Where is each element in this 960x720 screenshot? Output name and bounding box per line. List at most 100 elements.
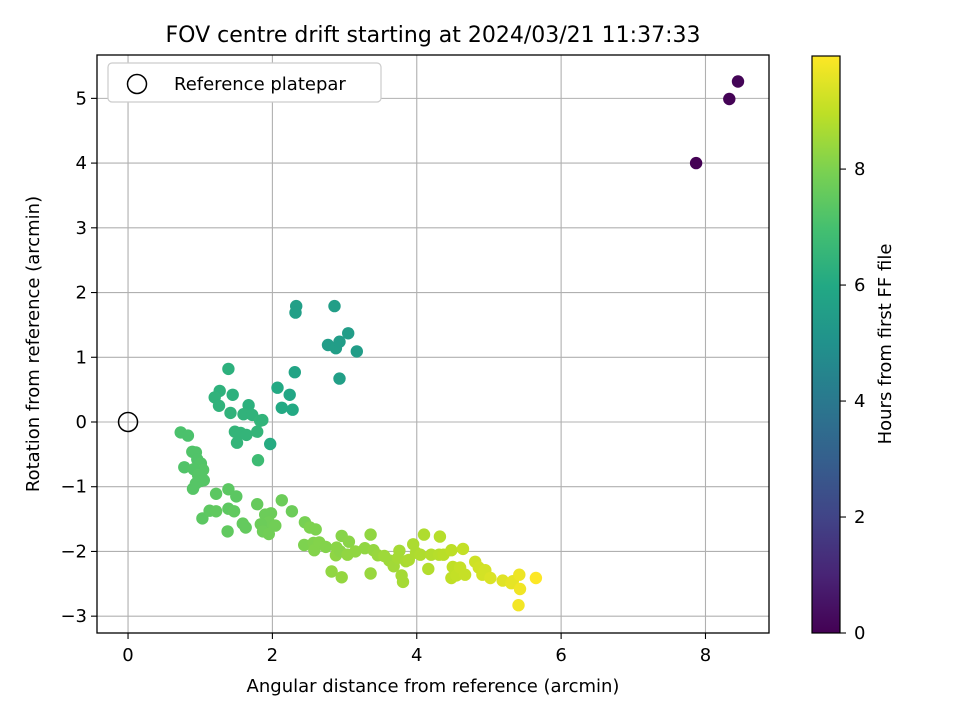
x-tick-label: 0: [122, 645, 133, 666]
x-tick-label: 6: [555, 645, 566, 666]
data-point: [230, 436, 244, 449]
data-point: [342, 535, 356, 548]
colorbar-label: Hours from first FF file: [875, 244, 896, 445]
data-point: [731, 75, 745, 88]
data-point: [242, 399, 255, 412]
data-point: [456, 542, 470, 556]
x-tick-label: 8: [700, 645, 711, 666]
data-point: [364, 528, 377, 541]
y-tick-label: 4: [76, 153, 87, 174]
data-point: [288, 366, 301, 379]
data-point: [285, 505, 299, 518]
data-point: [275, 494, 288, 507]
colorbar-tick-label: 2: [854, 507, 865, 528]
data-point: [178, 461, 191, 474]
data-point: [445, 544, 458, 557]
data-point: [529, 571, 543, 585]
data-point: [349, 545, 362, 558]
data-point: [414, 548, 427, 561]
data-point: [513, 568, 526, 581]
chart-title: FOV centre drift starting at 2024/03/21 …: [166, 23, 701, 48]
data-point: [222, 362, 235, 376]
y-tick-label: 3: [76, 218, 87, 239]
x-tick-label: 2: [267, 645, 278, 666]
data-point: [289, 306, 302, 319]
legend-marker-icon: [126, 73, 148, 95]
data-point: [283, 388, 296, 401]
data-point: [422, 562, 435, 576]
y-tick-label: −3: [60, 606, 87, 627]
data-point: [224, 406, 237, 420]
data-point: [286, 403, 299, 416]
data-point: [239, 521, 252, 534]
data-point: [396, 575, 410, 589]
legend-entry-reference: Reference platepar: [174, 74, 346, 95]
y-tick-label: 1: [76, 347, 87, 368]
data-point: [458, 568, 472, 581]
colorbar: 0 2 4 6 8 Hours from first FF file: [811, 55, 896, 644]
data-point: [319, 540, 332, 554]
data-point: [328, 299, 341, 313]
y-tick-label: 2: [76, 283, 87, 304]
data-point: [209, 505, 223, 518]
y-tick-label: −2: [60, 541, 87, 562]
data-point: [264, 437, 277, 451]
data-point: [309, 523, 322, 536]
colorbar-tick-label: 4: [854, 391, 865, 412]
y-tick-label: 0: [76, 412, 87, 433]
data-point: [433, 530, 447, 543]
data-point: [723, 92, 736, 106]
y-tick-label: −1: [60, 477, 87, 498]
data-point: [333, 335, 346, 348]
data-point: [512, 599, 525, 612]
data-point: [417, 528, 431, 541]
x-axis-label: Angular distance from reference (arcmin): [247, 676, 620, 697]
y-axis-ticks: −3 −2 −1 0 1 2 3 4 5: [60, 88, 97, 627]
data-point: [271, 381, 284, 394]
data-point: [251, 454, 265, 467]
data-point: [513, 582, 527, 596]
data-point: [689, 156, 703, 170]
data-point: [325, 565, 338, 578]
data-point: [189, 477, 203, 490]
data-point: [298, 538, 311, 552]
x-tick-label: 4: [411, 645, 422, 666]
legend: Reference platepar: [107, 62, 382, 103]
colorbar-tick-label: 6: [854, 275, 865, 296]
data-point: [212, 399, 226, 412]
plot-frame: [96, 54, 770, 634]
data-point: [262, 527, 275, 541]
colorbar-gradient: [811, 55, 841, 634]
reference-platepar-marker: [117, 411, 139, 433]
data-point: [251, 425, 264, 438]
data-point: [335, 571, 348, 584]
data-point: [393, 544, 406, 557]
colorbar-tick-label: 0: [854, 623, 865, 644]
y-tick-label: 5: [76, 88, 87, 109]
data-point: [269, 519, 282, 532]
data-point: [256, 413, 269, 427]
data-point: [333, 372, 346, 385]
data-point: [251, 498, 264, 511]
data-point: [240, 428, 253, 442]
data-point: [342, 327, 355, 340]
grid-lines: [97, 55, 769, 633]
data-point: [364, 567, 377, 580]
legend-box: [107, 62, 382, 103]
data-point: [221, 525, 234, 538]
data-point: [181, 429, 195, 442]
colorbar-tick-label: 8: [854, 159, 865, 180]
y-axis-label: Rotation from reference (arcmin): [23, 196, 44, 492]
data-point: [227, 505, 241, 518]
data-point: [226, 388, 239, 401]
data-point: [350, 345, 363, 358]
data-point: [484, 571, 497, 585]
data-point: [209, 487, 223, 500]
x-axis-ticks: 0 2 4 6 8: [122, 633, 711, 666]
data-point: [222, 483, 235, 496]
data-point: [230, 490, 243, 503]
colorbar-ticks: 0 2 4 6 8: [840, 159, 865, 644]
scatter-points: [174, 75, 745, 612]
data-point: [275, 401, 288, 414]
